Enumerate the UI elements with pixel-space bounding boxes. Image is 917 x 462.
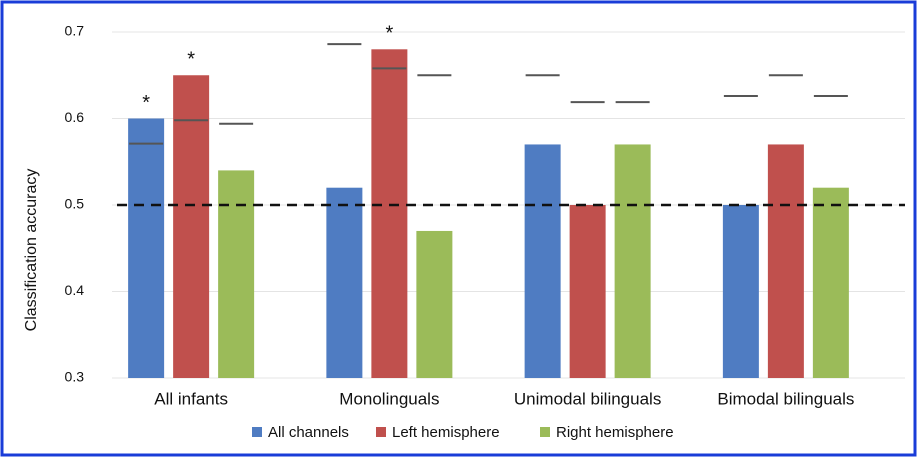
bar: [326, 187, 363, 378]
x-tick-label: All infants: [154, 389, 228, 408]
bar: [722, 205, 759, 378]
bar: [128, 118, 165, 378]
y-tick-label: 0.6: [65, 109, 85, 125]
legend-swatch: [540, 427, 550, 437]
x-tick-label: Bimodal bilinguals: [717, 389, 854, 408]
bar: [416, 230, 453, 378]
legend-label: Right hemisphere: [556, 424, 674, 441]
legend-label: Left hemisphere: [392, 424, 500, 441]
bar: [173, 75, 210, 378]
x-tick-label: Monolinguals: [339, 389, 439, 408]
legend-swatch: [252, 427, 262, 437]
bar: [614, 144, 651, 378]
y-axis-label: Classification accuracy: [23, 169, 40, 332]
y-tick-label: 0.4: [65, 282, 85, 298]
bar: [812, 187, 849, 378]
legend-swatch: [376, 427, 386, 437]
bar: [371, 49, 408, 379]
bar: [767, 144, 804, 378]
x-tick-label: Unimodal bilinguals: [514, 389, 661, 408]
y-tick-label: 0.5: [65, 196, 85, 212]
significance-marker: *: [187, 49, 195, 71]
bar: [569, 205, 606, 378]
bar: [524, 144, 561, 378]
bar: [218, 170, 255, 378]
y-tick-label: 0.3: [65, 369, 85, 385]
legend-label: All channels: [268, 424, 349, 441]
y-tick-label: 0.7: [65, 23, 85, 39]
significance-marker: *: [142, 92, 150, 114]
significance-marker: *: [385, 23, 393, 45]
